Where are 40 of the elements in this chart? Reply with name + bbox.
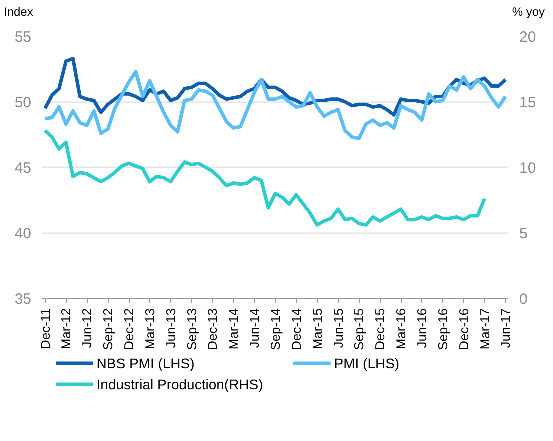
x-tick-label: Dec-15 xyxy=(372,308,388,350)
y-tick-label: 35 xyxy=(14,291,32,308)
x-tick-label: Jun-15 xyxy=(330,308,346,348)
line-series xyxy=(44,70,508,140)
y2-axis-title: % yoy xyxy=(512,4,545,21)
line-series xyxy=(44,129,487,227)
x-tick-label: Dec-13 xyxy=(205,308,220,350)
x-tick-label: Mar-12 xyxy=(58,308,74,350)
x-tick-label: Jun-16 xyxy=(414,308,430,348)
y-tick-label: 45 xyxy=(14,160,32,177)
y-axis-title: Index xyxy=(4,4,34,21)
x-tick-label: Mar-16 xyxy=(394,308,409,350)
x-tick-label: Sep-15 xyxy=(352,308,367,350)
x-tick-label: Mar-14 xyxy=(226,308,242,350)
y-tick-label: 55 xyxy=(14,29,32,46)
y2-tick-label: 20 xyxy=(520,29,536,46)
x-tick-label: Sep-12 xyxy=(100,308,116,350)
x-tick-label: Dec-11 xyxy=(38,308,53,350)
x-tick-label: Dec-12 xyxy=(122,308,137,350)
x-tick-label: Jun-14 xyxy=(247,308,262,348)
x-tick-label: Sep-14 xyxy=(268,308,283,350)
x-tick-label: Mar-17 xyxy=(477,308,492,350)
y-tick-label: 50 xyxy=(14,94,32,112)
x-tick-label: Mar-15 xyxy=(310,308,325,350)
legend-label: PMI (LHS) xyxy=(334,356,400,372)
x-tick-label: Jun-12 xyxy=(80,308,95,348)
y2-tick-label: 15 xyxy=(520,94,536,112)
y2-tick-label: 5 xyxy=(520,226,528,242)
legend-label: Industrial Production(RHS) xyxy=(96,376,264,392)
x-tick-label: Sep-13 xyxy=(184,308,200,350)
x-tick-label: Jun-17 xyxy=(498,308,514,348)
y-tick-label: 40 xyxy=(14,226,32,242)
x-tick-label: Jun-13 xyxy=(163,308,178,348)
y2-tick-label: 0 xyxy=(520,291,528,308)
x-tick-label: Mar-13 xyxy=(142,308,158,350)
x-tick-label: Dec-14 xyxy=(288,308,304,350)
y2-tick-label: 10 xyxy=(520,160,536,177)
legend-label: NBS PMI (LHS) xyxy=(96,356,195,372)
x-tick-label: Sep-16 xyxy=(435,308,450,350)
x-tick-label: Dec-16 xyxy=(456,308,472,350)
